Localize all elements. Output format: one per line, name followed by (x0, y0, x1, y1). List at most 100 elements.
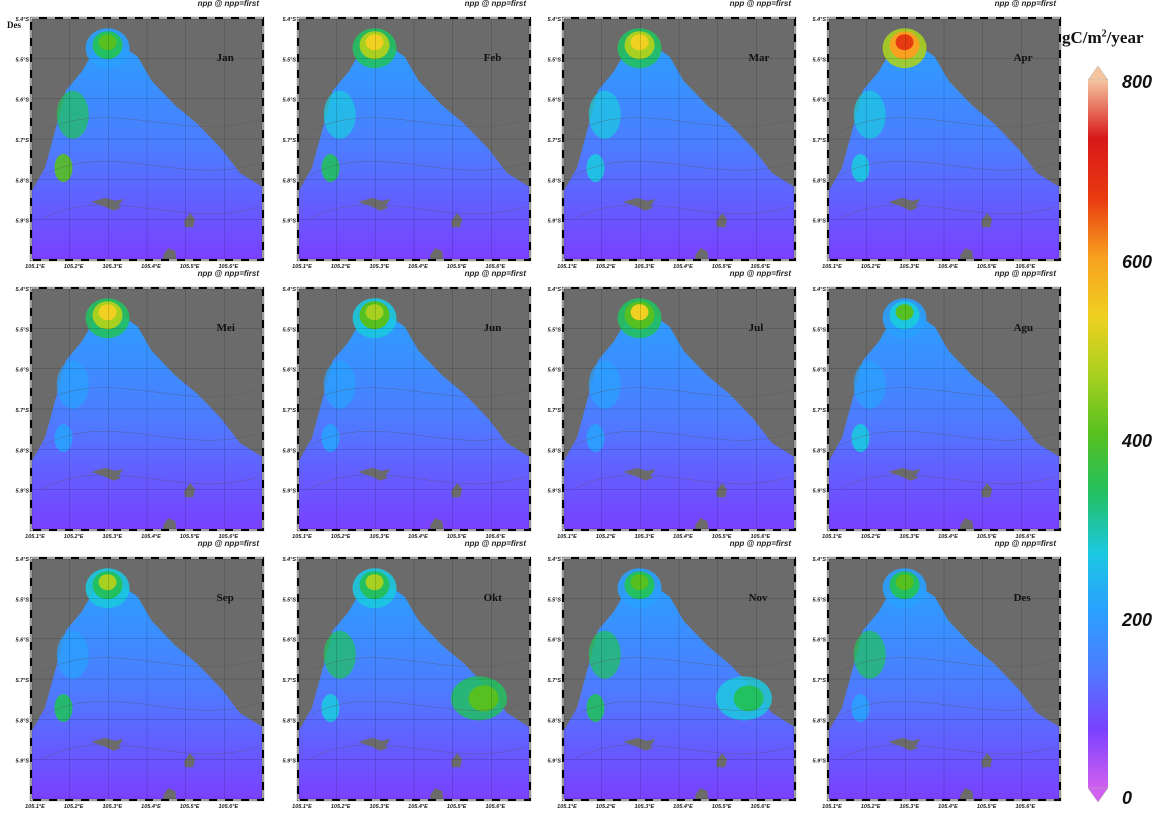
latitude-tick-label: 5.7°S (547, 678, 561, 684)
contour-line (309, 117, 526, 132)
island (372, 743, 389, 751)
map-svg: 5.4°S 5.5°S 5.6°S 5.7°S 5.8°S 5.9°S 105.1°E 105… (547, 556, 797, 810)
map-panel-jul: npp @ npp=first 5.4°S 5.5°S 5.6°S 5.7°S 5.8°S… (535, 269, 797, 548)
panel-title: npp @ npp=first (464, 269, 526, 278)
contour-line (574, 744, 791, 760)
sea-area (828, 37, 1060, 260)
west-coastal-blob (853, 630, 886, 679)
west-coastal-blob (323, 630, 356, 679)
map-frame-dashes (562, 287, 796, 531)
longitude-tick-label: 105.2°E (861, 534, 881, 540)
contour-line (839, 117, 1056, 132)
contour-line (574, 387, 791, 402)
contour-line (574, 701, 791, 716)
latitude-tick-label: 5.6°S (812, 638, 826, 644)
contour-line (839, 204, 1056, 220)
contour-line (574, 657, 791, 672)
latitude-tick-label: 5.8°S (812, 178, 826, 184)
contour-line (42, 744, 259, 760)
longitude-tick-label: 105.2°E (596, 534, 616, 540)
panel-title: npp @ npp=first (994, 539, 1056, 548)
latitude-tick-label: 5.9°S (282, 219, 296, 225)
latitude-tick-label: 5.6°S (282, 368, 296, 374)
latitude-tick-label: 5.4°S (282, 287, 296, 293)
longitude-tick-label: 105.3°E (103, 804, 123, 810)
island (695, 248, 709, 260)
map-svg: 5.4°S 5.5°S 5.6°S 5.7°S 5.8°S 5.9°S 105.1°E 105… (812, 286, 1062, 540)
map-frame-dashes (30, 557, 264, 801)
island (105, 473, 122, 481)
map-panel-apr: npp @ npp=first 5.4°S 5.5°S 5.6°S 5.7°S 5.8°S… (800, 0, 1062, 278)
month-label-okt: Okt (483, 592, 502, 604)
latitude-tick-label: 5.6°S (282, 638, 296, 644)
east-bloom-core (733, 685, 764, 712)
contour-line (574, 117, 791, 132)
map-svg: 5.4°S 5.5°S 5.6°S 5.7°S 5.8°S 5.9°S 105.1°E 105… (812, 556, 1062, 810)
map-frame-dashes (827, 287, 1061, 531)
contour-line (309, 161, 526, 176)
colorbar-label-200: 200 (1122, 610, 1153, 630)
longitude-tick-label: 105.1°E (822, 804, 842, 810)
island (184, 213, 196, 228)
longitude-tick-label: 105.3°E (370, 804, 390, 810)
longitude-tick-label: 105.2°E (64, 264, 84, 270)
latitude-tick-label: 5.8°S (547, 448, 561, 454)
latitude-tick-label: 5.4°S (547, 17, 561, 23)
map-panel-mei: npp @ npp=first 5.4°S 5.5°S 5.6°S 5.7°S 5.8°S… (3, 269, 265, 548)
longitude-tick-label: 105.5°E (712, 804, 732, 810)
longitude-tick-label: 105.3°E (900, 804, 920, 810)
panel-title: npp @ npp=first (729, 269, 791, 278)
island (637, 203, 654, 211)
latitude-tick-label: 5.5°S (812, 597, 826, 603)
longitude-tick-label: 105.4°E (938, 534, 958, 540)
island (902, 743, 919, 751)
longitude-tick-label: 105.6°E (751, 264, 771, 270)
island (430, 518, 444, 530)
sea-area (31, 307, 263, 530)
longitude-tick-label: 105.2°E (331, 534, 351, 540)
month-label-jan: Jan (216, 52, 234, 64)
latitude-tick-label: 5.5°S (282, 57, 296, 63)
hotspot-core (630, 34, 649, 51)
island (695, 788, 709, 800)
contour-line (309, 657, 526, 672)
longitude-tick-label: 105.2°E (861, 264, 881, 270)
contour-line (42, 657, 259, 672)
month-label-des: Des (1013, 592, 1031, 604)
colorbar-min-arrow (1087, 787, 1109, 803)
longitude-tick-label: 105.6°E (1016, 804, 1036, 810)
latitude-tick-label: 5.6°S (812, 368, 826, 374)
hotspot-core (365, 34, 384, 51)
longitude-tick-label: 105.3°E (370, 264, 390, 270)
longitude-tick-label: 105.1°E (25, 534, 45, 540)
month-label-apr: Apr (1013, 52, 1033, 64)
colorbar-gradient (1088, 80, 1108, 788)
contour-line (309, 474, 526, 490)
month-label-jun: Jun (483, 322, 502, 334)
island (716, 213, 728, 228)
map-svg: 5.4°S 5.5°S 5.6°S 5.7°S 5.8°S 5.9°S 105.1°E 105… (812, 16, 1062, 270)
map-panel-jun: npp @ npp=first 5.4°S 5.5°S 5.6°S 5.7°S 5.8°S… (270, 269, 532, 548)
southwest-coastal-blob (321, 694, 340, 723)
hotspot-core (630, 304, 649, 321)
latitude-tick-label: 5.4°S (812, 557, 826, 563)
island (960, 788, 974, 800)
sea-area (828, 307, 1060, 530)
longitude-tick-label: 105.4°E (673, 804, 693, 810)
island (105, 743, 122, 751)
hotspot-core (98, 34, 117, 51)
latitude-tick-label: 5.6°S (282, 98, 296, 104)
island (981, 483, 993, 498)
contour-line (309, 744, 526, 760)
longitude-tick-label: 105.1°E (557, 804, 577, 810)
island (451, 753, 463, 768)
colorbar-label-800: 800 (1122, 72, 1153, 92)
latitude-tick-label: 5.4°S (15, 287, 29, 293)
latitude-tick-label: 5.5°S (547, 327, 561, 333)
contour-line (574, 431, 791, 446)
southwest-coastal-blob (851, 694, 870, 723)
latitude-tick-label: 5.4°S (282, 17, 296, 23)
latitude-tick-label: 5.7°S (282, 678, 296, 684)
longitude-tick-label: 105.6°E (486, 264, 506, 270)
map-panel-okt: npp @ npp=first 5.4°S 5.5°S 5.6°S 5.7°S 5.8°S… (270, 539, 532, 818)
